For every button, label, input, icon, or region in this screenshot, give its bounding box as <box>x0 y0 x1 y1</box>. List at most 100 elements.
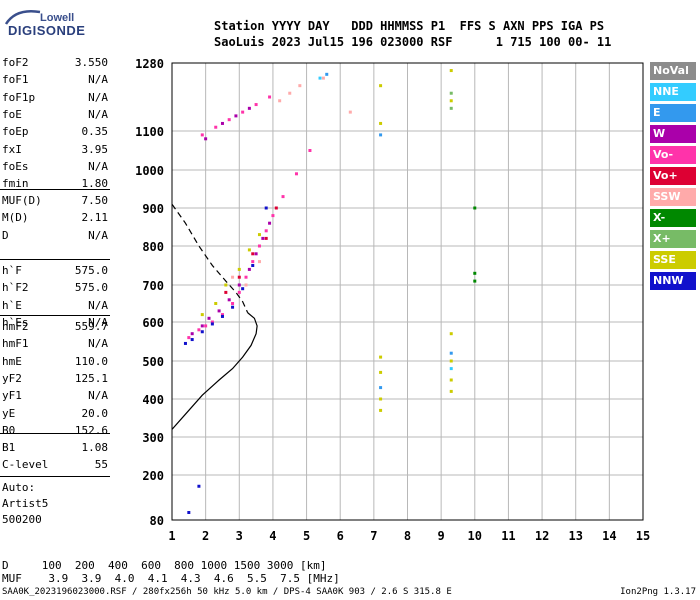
x-tick-label: 7 <box>370 529 377 543</box>
echo-point <box>318 76 322 80</box>
legend-item-nne: NNE <box>650 83 696 101</box>
param-value: 1.80 <box>81 177 109 191</box>
digisonde-logo-swoosh <box>4 10 41 25</box>
param-label: hmF2 <box>2 320 29 333</box>
param-value: N/A <box>88 389 108 403</box>
echo-point <box>247 106 251 110</box>
param-fof1: foF1 N/A <box>2 73 108 87</box>
y-tick-label: 80 <box>150 514 164 528</box>
echo-point <box>210 320 214 324</box>
param-hes: h`Es N/A <box>2 316 108 330</box>
echo-point <box>200 313 204 317</box>
param-hf2: h`F2 575.0 <box>2 281 108 295</box>
param-value: 125.1 <box>74 371 108 385</box>
param-value: 7.50 <box>81 194 109 207</box>
x-tick-label: 6 <box>337 529 344 543</box>
echo-point <box>231 305 235 309</box>
height-profile <box>171 203 258 430</box>
echo-point <box>449 106 453 110</box>
param-label: fxI <box>2 142 22 156</box>
echo-point <box>247 267 251 271</box>
y-tick-label: 900 <box>142 202 164 216</box>
param-yf2: yF2 125.1 <box>2 372 108 386</box>
param-label: h`Es <box>2 315 29 329</box>
param-value: 575.0 <box>74 281 108 295</box>
echo-point <box>379 84 383 88</box>
echo-point <box>244 275 248 279</box>
legend-item-sse: SSE <box>650 251 696 269</box>
echo-point <box>214 302 218 305</box>
echo-point <box>379 408 383 412</box>
true-height-profile <box>171 312 258 430</box>
echo-point <box>449 91 453 95</box>
echo-point <box>294 172 298 176</box>
param-value: 3.95 <box>81 142 109 156</box>
echo-point <box>257 260 261 264</box>
param-label: M(D) <box>2 211 29 225</box>
legend-item-vo: Vo- <box>650 146 696 164</box>
legend-item-nnw: NNW <box>650 272 696 290</box>
echo-point <box>200 133 204 137</box>
x-tick-label: 3 <box>236 529 243 543</box>
echo-point <box>224 290 228 294</box>
echo-point <box>449 367 453 371</box>
param-label: h`F2 <box>2 281 29 295</box>
extrapolated-profile <box>171 203 249 313</box>
param-yf1: yF1 N/A <box>2 389 108 403</box>
legend-item-x: X- <box>650 209 696 227</box>
param-hmf2: hmF2 559.7 <box>2 320 108 334</box>
echo-point <box>183 341 187 345</box>
param-he: h`E N/A <box>2 299 108 313</box>
echo-point <box>187 511 191 514</box>
legend-item-vo: Vo+ <box>650 167 696 185</box>
y-tick-label: 300 <box>142 431 164 445</box>
param-value: 0.35 <box>81 125 109 139</box>
legend-item-ssw: SSW <box>650 188 696 206</box>
param-value: 55 <box>94 458 108 471</box>
param-label: foF1 <box>2 73 29 87</box>
x-tick-label: 5 <box>303 529 310 543</box>
echo-point <box>207 316 211 320</box>
footer-version: Ion2Png 1.3.17 <box>620 587 696 597</box>
echo-point <box>449 99 453 103</box>
echo-point <box>261 236 265 240</box>
param-fxi: fxI 3.95 <box>2 143 108 157</box>
echo-point <box>379 355 383 359</box>
plot-frame <box>171 62 644 521</box>
echo-point <box>298 84 302 88</box>
echo-point <box>247 248 251 252</box>
echo-point <box>187 336 191 340</box>
header-line-2: SaoLuis 2023 Jul15 196 023000 RSF 1 715 … <box>214 35 612 49</box>
echo-point <box>190 332 194 336</box>
param-label: foEp <box>2 125 29 139</box>
param-label: h`E <box>2 298 22 312</box>
echo-point <box>278 99 282 103</box>
x-tick-label: 13 <box>568 529 582 543</box>
echo-point <box>379 370 383 374</box>
param-label: hmE <box>2 354 22 368</box>
muf-value-row: MUF 3.9 3.9 4.0 4.1 4.3 4.6 5.5 7.5 [MHz… <box>2 572 340 585</box>
echo-point <box>210 322 214 326</box>
param-b1: B1 1.08 <box>2 441 108 455</box>
panel-divider <box>0 259 110 260</box>
param-value: N/A <box>88 73 108 87</box>
echo-point <box>281 195 285 199</box>
param-value: N/A <box>88 228 108 242</box>
echo-point <box>449 359 453 363</box>
echo-point <box>473 279 477 283</box>
y-tick-label: 800 <box>142 240 164 254</box>
param-value: 559.7 <box>74 320 108 333</box>
y-tick-label: 600 <box>142 316 164 330</box>
x-tick-label: 1 <box>168 529 175 543</box>
param-label: foE <box>2 107 22 121</box>
echo-point <box>321 76 325 80</box>
echo-point <box>449 378 453 382</box>
echo-point <box>379 133 383 137</box>
param-value: 110.0 <box>74 354 108 368</box>
echo-point <box>244 283 248 287</box>
autoscaling-note: Artist5 <box>2 497 49 510</box>
echo-point <box>264 229 268 233</box>
param-label: fmin <box>2 177 29 191</box>
x-tick-label: 12 <box>535 529 549 543</box>
x-tick-label: 9 <box>438 529 445 543</box>
